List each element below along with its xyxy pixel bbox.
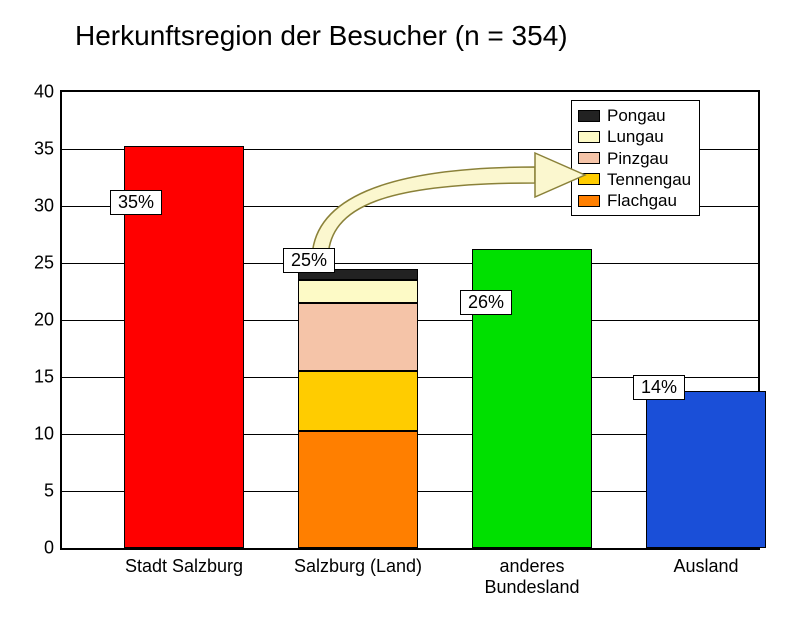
y-tick-label: 0 bbox=[14, 538, 54, 559]
x-tick-label: Stadt Salzburg bbox=[104, 556, 264, 577]
y-tick-label: 40 bbox=[14, 82, 54, 103]
pct-label: 26% bbox=[460, 290, 512, 315]
pct-label: 14% bbox=[633, 375, 685, 400]
pct-label: 25% bbox=[283, 248, 335, 273]
y-tick-label: 20 bbox=[14, 310, 54, 331]
y-tick-label: 30 bbox=[14, 196, 54, 217]
x-tick-label: Salzburg (Land) bbox=[278, 556, 438, 577]
y-tick-label: 15 bbox=[14, 367, 54, 388]
y-tick-label: 5 bbox=[14, 481, 54, 502]
x-tick-label: Ausland bbox=[626, 556, 786, 577]
x-tick-label: anderes Bundesland bbox=[452, 556, 612, 597]
y-tick-label: 10 bbox=[14, 424, 54, 445]
pct-label: 35% bbox=[110, 190, 162, 215]
y-tick-label: 25 bbox=[14, 253, 54, 274]
y-tick-label: 35 bbox=[14, 139, 54, 160]
callout-arrow bbox=[0, 0, 800, 625]
